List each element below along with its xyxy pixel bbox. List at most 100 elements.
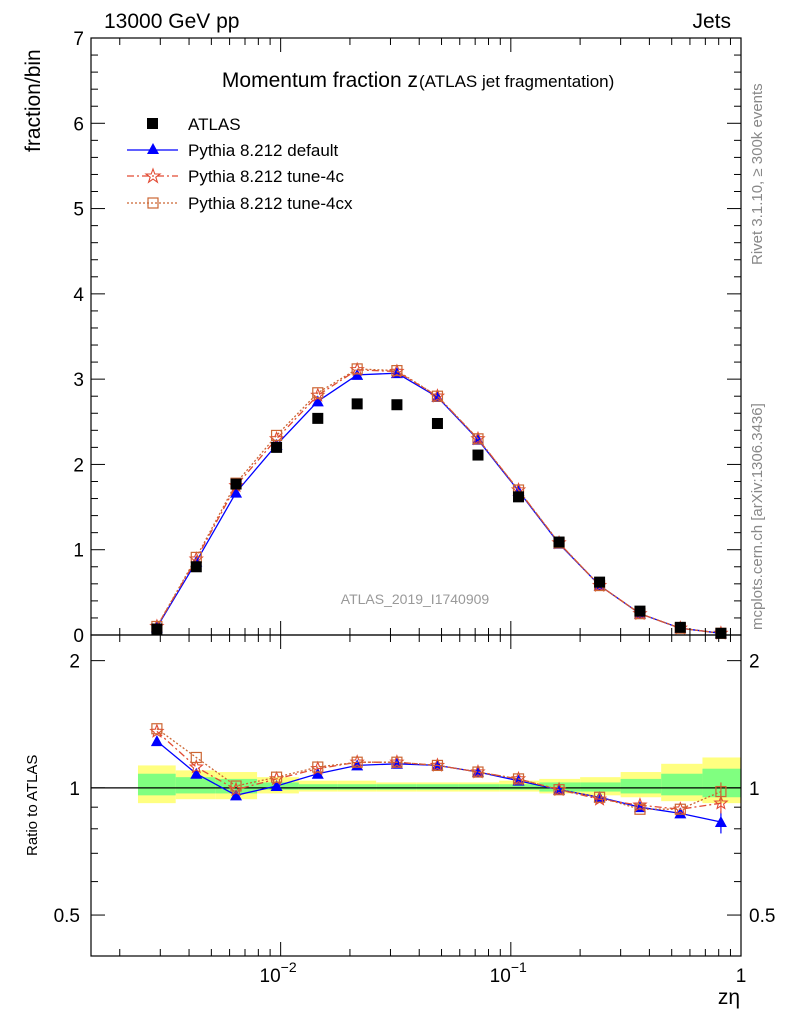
ratio-band-inner-13: [661, 773, 703, 796]
ratio-ytick-label-right: 0.5: [749, 906, 775, 927]
main-point-tune4cx-6: [391, 365, 403, 377]
ratio-point-default-1: [190, 767, 203, 779]
main-point-tune4cx-5: [351, 363, 363, 375]
main-ytick-label: 3: [73, 370, 84, 391]
ratio-point-default-14: [714, 816, 727, 828]
x-tick-label: 10: [490, 966, 511, 987]
main-point-data-4: [312, 412, 324, 424]
legend-default-label: Pythia 8.212 default: [188, 141, 339, 160]
ratio-point-tune4cx-11: [593, 791, 606, 803]
main-point-data-13: [674, 621, 686, 633]
ratio-point-tune4cx-0: [151, 723, 163, 735]
main-point-data-3: [271, 441, 283, 453]
ratio-band-inner-5: [337, 784, 377, 790]
ratio-band-inner-9: [499, 784, 540, 790]
ratio-point-default-0: [150, 735, 163, 747]
ratio-point-tune4cx-8: [472, 766, 484, 778]
main-point-data-1: [190, 561, 202, 573]
ratio-point-tune4c-12: [632, 797, 648, 812]
x-axis-label: zη: [718, 986, 740, 1009]
main-ytick-label: 4: [73, 285, 84, 306]
ratio-point-tune4cx-4: [312, 761, 324, 773]
category-label: Jets: [692, 10, 731, 33]
ratio-panel: 0.5 0.51 12 210 −2 10 −1 1 Ratio to ATLAS zη: [24, 634, 775, 1009]
main-title: Momentum fraction z: [222, 69, 418, 92]
legend-tune4cx-label: Pythia 8.212 tune-4cx: [188, 194, 353, 213]
ratio-ytick-label-left: 2: [69, 652, 80, 673]
main-point-data-10: [553, 536, 565, 548]
x-tick-label: 1: [736, 966, 747, 987]
main-point-data-8: [472, 449, 484, 461]
ratio-point-default-2: [230, 789, 243, 801]
main-point-data-9: [513, 491, 525, 503]
ratio-point-default-4: [311, 767, 324, 779]
main-ytick-label: 0: [73, 626, 84, 647]
ratio-ytick-label-right: 2: [749, 652, 760, 673]
energy-label: 13000 GeV pp: [104, 10, 239, 33]
legend-atlas-label: ATLAS: [188, 115, 241, 134]
ratio-point-tune4cx-10: [553, 784, 565, 796]
x-tick-label: 10: [260, 966, 281, 987]
legend-default-marker: [147, 143, 159, 154]
ratio-point-tune4cx-12: [634, 803, 646, 815]
ratio-y-axis-label: Ratio to ATLAS: [24, 755, 41, 856]
ratio-point-tune4cx-5: [351, 756, 363, 768]
main-point-default-4: [311, 395, 324, 407]
ratio-ytick-label-right: 1: [749, 779, 760, 800]
main-line-tune4cx: [156, 368, 721, 634]
main-point-default-2: [230, 486, 243, 498]
rivet-label: Rivet 3.1.10, ≥ 300k events: [749, 83, 766, 265]
main-point-tune4cx-7: [431, 390, 444, 402]
ratio-point-tune4c-1: [188, 759, 204, 774]
main-point-data-7: [431, 417, 443, 429]
main-subtitle: (ATLAS jet fragmentation): [419, 72, 614, 91]
x-tick-label-exponent: −1: [511, 959, 527, 975]
main-ytick-label: 5: [73, 200, 84, 221]
main-ytick-label: 7: [73, 29, 84, 50]
main-ytick-label: 1: [73, 541, 84, 562]
ratio-band-inner-12: [620, 778, 662, 794]
ratio-frame: [90, 634, 742, 957]
legend: ATLAS Pythia 8.212 default Pythia 8.212 …: [127, 115, 353, 213]
legend-tune4cx-marker: [147, 197, 159, 209]
main-panel: 0 1 2 3 4 5 6 7 Momentum fraction z (ATLAS jet …: [22, 29, 742, 647]
ratio-point-tune4cx-2: [230, 780, 242, 792]
ratio-band-inner-8: [458, 784, 500, 790]
main-point-data-14: [715, 627, 727, 639]
main-point-data-2: [230, 478, 242, 490]
ratio-band-inner-14: [702, 768, 741, 798]
x-tick-label-exponent: −2: [281, 959, 297, 975]
mcplots-label: mcplots.cern.ch [arXiv:1306.3436]: [749, 403, 766, 630]
ratio-band-inner-6: [376, 784, 417, 790]
ratio-band-inner-7: [416, 784, 459, 790]
ratio-band-inner-11: [580, 782, 621, 792]
main-point-tune4cx-8: [472, 433, 484, 445]
ratio-point-tune4cx-7: [431, 759, 444, 772]
ratio-line-tune4cx: [156, 728, 722, 810]
legend-atlas-marker: [147, 118, 158, 129]
main-point-data-0: [151, 623, 163, 635]
main-ytick-label: 6: [73, 114, 84, 135]
ratio-point-tune4cx-13: [674, 803, 686, 815]
main-point-data-6: [391, 399, 403, 411]
ratio-point-tune4cx-6: [391, 756, 403, 768]
main-ytick-label: 2: [73, 455, 84, 476]
ratio-ytick-label-left: 1: [69, 779, 80, 800]
main-point-data-5: [351, 398, 363, 410]
ratio-point-default-13: [674, 807, 687, 819]
main-y-axis-label: fraction/bin: [22, 49, 45, 152]
ratio-point-tune4cx-14: [715, 785, 727, 798]
legend-tune4c-label: Pythia 8.212 tune-4c: [188, 167, 344, 186]
ratio-band-inner-1: [175, 777, 216, 794]
ratio-point-default-3: [270, 780, 283, 792]
main-point-data-12: [634, 605, 646, 617]
ratio-band-inner-0: [137, 773, 176, 796]
ratio-point-tune4c-14: [713, 795, 729, 810]
ratio-point-tune4cx-1: [190, 751, 202, 764]
main-point-tune4cx-3: [270, 429, 283, 442]
main-point-data-11: [594, 576, 606, 588]
main-point-tune4cx-4: [312, 387, 324, 399]
legend-tune4c-marker: [144, 167, 162, 184]
ratio-point-tune4cx-3: [270, 771, 283, 783]
